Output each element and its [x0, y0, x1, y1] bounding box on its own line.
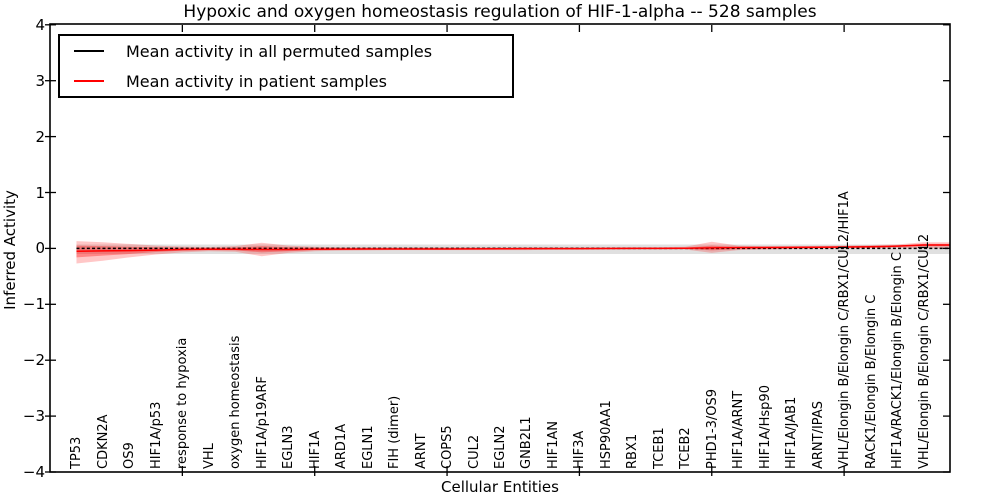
x-tick-label: HIF1A/p53: [148, 401, 164, 469]
plot-border: [49, 23, 951, 473]
x-tick-label: CDKN2A: [95, 414, 111, 469]
y-tick-label: 0: [35, 239, 45, 258]
legend-label: Mean activity in all permuted samples: [126, 41, 433, 61]
x-tick-label: VHL/Elongin B/Elongin C/RBX1/CUL2: [916, 233, 932, 469]
x-tick-label: TCEB2: [678, 427, 694, 469]
patient-outer-band: [76, 241, 951, 264]
legend-line-sample-black: [74, 50, 104, 52]
x-tick-label: HIF1A/Hsp90: [757, 385, 773, 469]
legend-item-patient: Mean activity in patient samples: [60, 66, 512, 96]
x-tick-label: GNB2L1: [519, 416, 535, 469]
legend: Mean activity in all permuted samples Me…: [58, 34, 514, 98]
y-tick-label: −2: [22, 351, 45, 370]
y-tick-label: 1: [35, 183, 45, 202]
chart-title: Hypoxic and oxygen homeostasis regulatio…: [183, 2, 817, 22]
legend-item-permuted: Mean activity in all permuted samples: [60, 36, 512, 66]
x-tick-label: response to hypoxia: [175, 337, 191, 469]
x-tick-label: HIF1A: [307, 430, 323, 469]
x-tick-label: ARNT/IPAS: [810, 401, 826, 469]
x-tick-label: HIF3A: [572, 430, 588, 469]
x-tick-label: VHL: [201, 443, 217, 469]
x-tick-label: RBX1: [625, 433, 641, 469]
x-tick-label: HSP90AA1: [598, 400, 614, 469]
x-tick-label: EGLN2: [493, 425, 508, 469]
x-tick-label: HIF1AN: [545, 421, 561, 469]
x-tick-label: oxygen homeostasis: [228, 335, 244, 469]
x-tick-label: OS9: [122, 442, 138, 469]
y-tick-label: −1: [22, 295, 45, 314]
x-tick-label: TP53: [69, 436, 85, 469]
x-tick-label: EGLN3: [281, 425, 297, 469]
patient-mean-line: [76, 244, 950, 252]
x-tick-label: TCEB1: [651, 427, 667, 469]
x-tick-label: ARD1A: [334, 423, 350, 469]
legend-line-sample-red: [74, 80, 104, 82]
x-tick-label: EGLN1: [360, 425, 376, 469]
x-tick-label: FIH (dimer): [387, 395, 403, 469]
x-tick-label: HIF1A/JAB1: [784, 396, 800, 469]
x-tick-label: RACK1/Elongin B/Elongin C: [863, 294, 879, 469]
x-tick-label: HIF1A/p19ARF: [254, 376, 270, 469]
x-tick-label: PHD1-3/OS9: [704, 389, 720, 469]
y-tick-label: 4: [35, 15, 45, 34]
legend-label: Mean activity in patient samples: [126, 71, 387, 91]
x-tick-label: VHL/Elongin B/Elongin C/RBX1/CUL2/HIF1A: [837, 191, 853, 469]
y-tick-label: 3: [35, 71, 45, 90]
x-tick-label: COPS5: [440, 425, 456, 469]
x-tick-label: ARNT: [413, 433, 429, 469]
y-tick-label: −4: [22, 463, 45, 481]
x-axis-label: Cellular Entities: [441, 478, 559, 496]
x-tick-label: HIF1A/RACK1/Elongin B/Elongin C: [890, 252, 906, 469]
y-tick-label: −3: [22, 407, 45, 426]
y-tick-label: 2: [35, 127, 45, 146]
x-tick-label: CUL2: [466, 434, 482, 469]
x-tick-label: HIF1A/ARNT: [731, 390, 747, 469]
